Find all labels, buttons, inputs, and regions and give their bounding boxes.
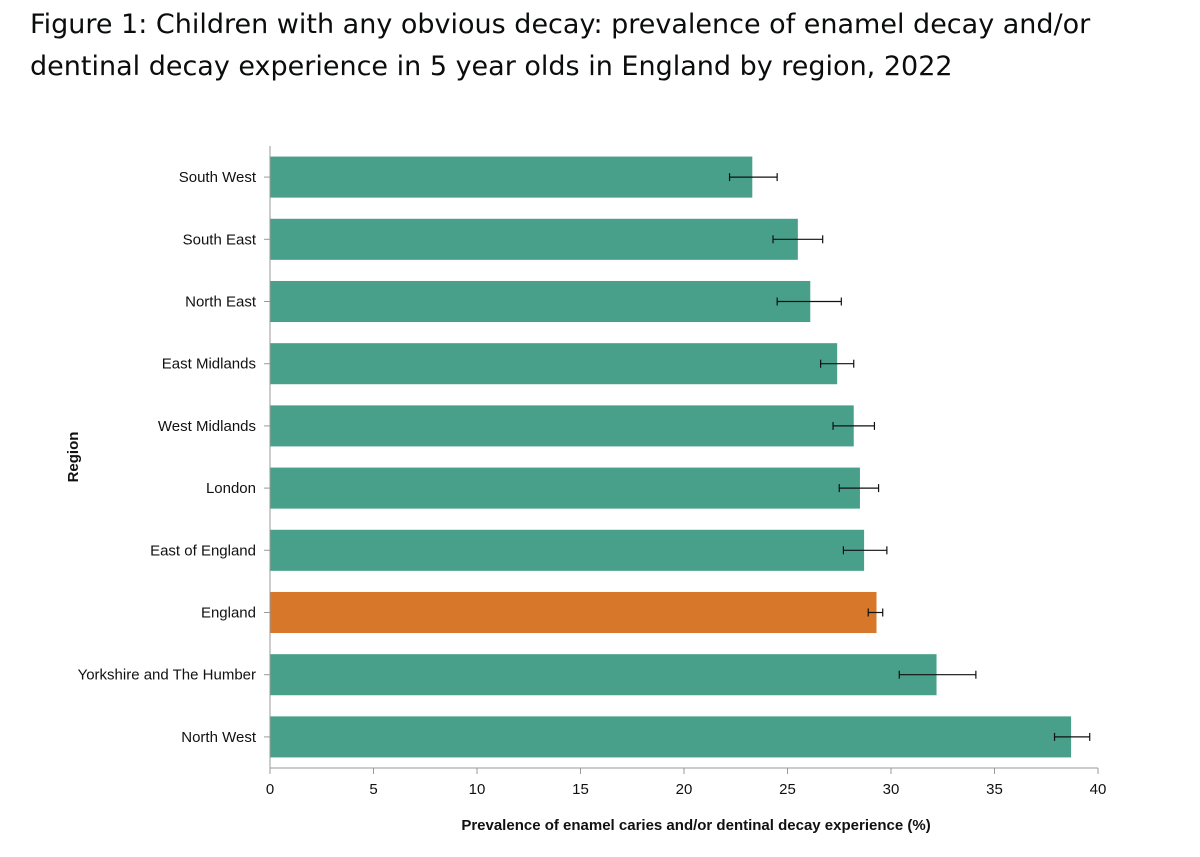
category-label: West Midlands (158, 418, 256, 435)
error-bars-group (728, 173, 1091, 741)
bars-group (270, 156, 1072, 758)
bar (270, 218, 798, 260)
x-tick-label: 15 (572, 781, 589, 798)
category-label: England (201, 605, 256, 622)
x-tick-label: 40 (1090, 781, 1107, 798)
category-label: North West (181, 729, 257, 746)
bar (270, 343, 838, 385)
y-categories-group: South West South East North East East Midla… (78, 169, 270, 746)
category-label: Yorkshire and The Humber (78, 667, 256, 684)
category-label: South West (179, 169, 257, 186)
category-label: East Midlands (162, 356, 256, 373)
x-tick-label: 25 (779, 781, 796, 798)
figure-title: Figure 1: Children with any obvious deca… (30, 9, 1091, 82)
bar (270, 156, 753, 198)
x-tick-label: 10 (469, 781, 486, 798)
category-label: South East (183, 231, 257, 248)
bar (270, 654, 937, 696)
bar (270, 405, 854, 447)
x-tick-label: 30 (883, 781, 900, 798)
x-tick-label: 20 (676, 781, 693, 798)
x-tick-label: 5 (369, 781, 377, 798)
x-axis-title: Prevalence of enamel caries and/or denti… (461, 817, 930, 834)
category-label: East of England (150, 542, 256, 559)
bar (270, 280, 811, 323)
y-axis-title: Region (65, 432, 82, 483)
x-ticks-group: 0 5 10 15 20 25 30 35 40 (266, 768, 1107, 798)
x-tick-label: 35 (986, 781, 1003, 798)
bar (270, 467, 860, 509)
bar (270, 716, 1072, 758)
category-label: London (206, 480, 256, 497)
x-tick-label: 0 (266, 781, 274, 798)
bar (270, 591, 877, 634)
category-label: North East (185, 294, 257, 311)
bar (270, 529, 865, 571)
